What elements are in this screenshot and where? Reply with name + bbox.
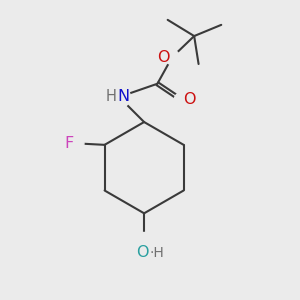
Text: O: O [184,92,196,107]
Text: H: H [106,89,117,104]
Circle shape [174,93,189,107]
Text: N: N [117,89,129,104]
Circle shape [165,50,179,64]
Text: ·H: ·H [150,246,165,260]
Text: O: O [136,245,149,260]
Circle shape [136,232,152,248]
Circle shape [108,86,130,108]
Text: F: F [64,136,74,151]
Text: O: O [158,50,170,65]
Circle shape [69,136,84,151]
